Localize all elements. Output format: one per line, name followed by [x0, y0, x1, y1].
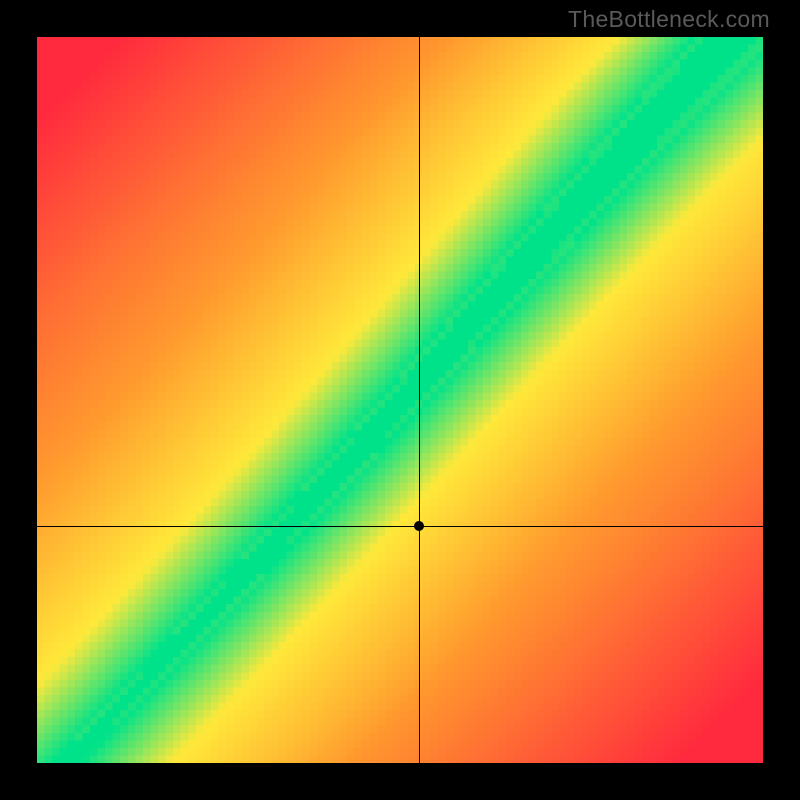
crosshair-horizontal: [37, 526, 763, 527]
heatmap-plot: [37, 37, 763, 763]
crosshair-vertical: [419, 37, 420, 763]
watermark-text: TheBottleneck.com: [568, 6, 770, 33]
data-point-marker: [414, 521, 424, 531]
heatmap-canvas: [37, 37, 763, 763]
chart-frame: TheBottleneck.com: [0, 0, 800, 800]
